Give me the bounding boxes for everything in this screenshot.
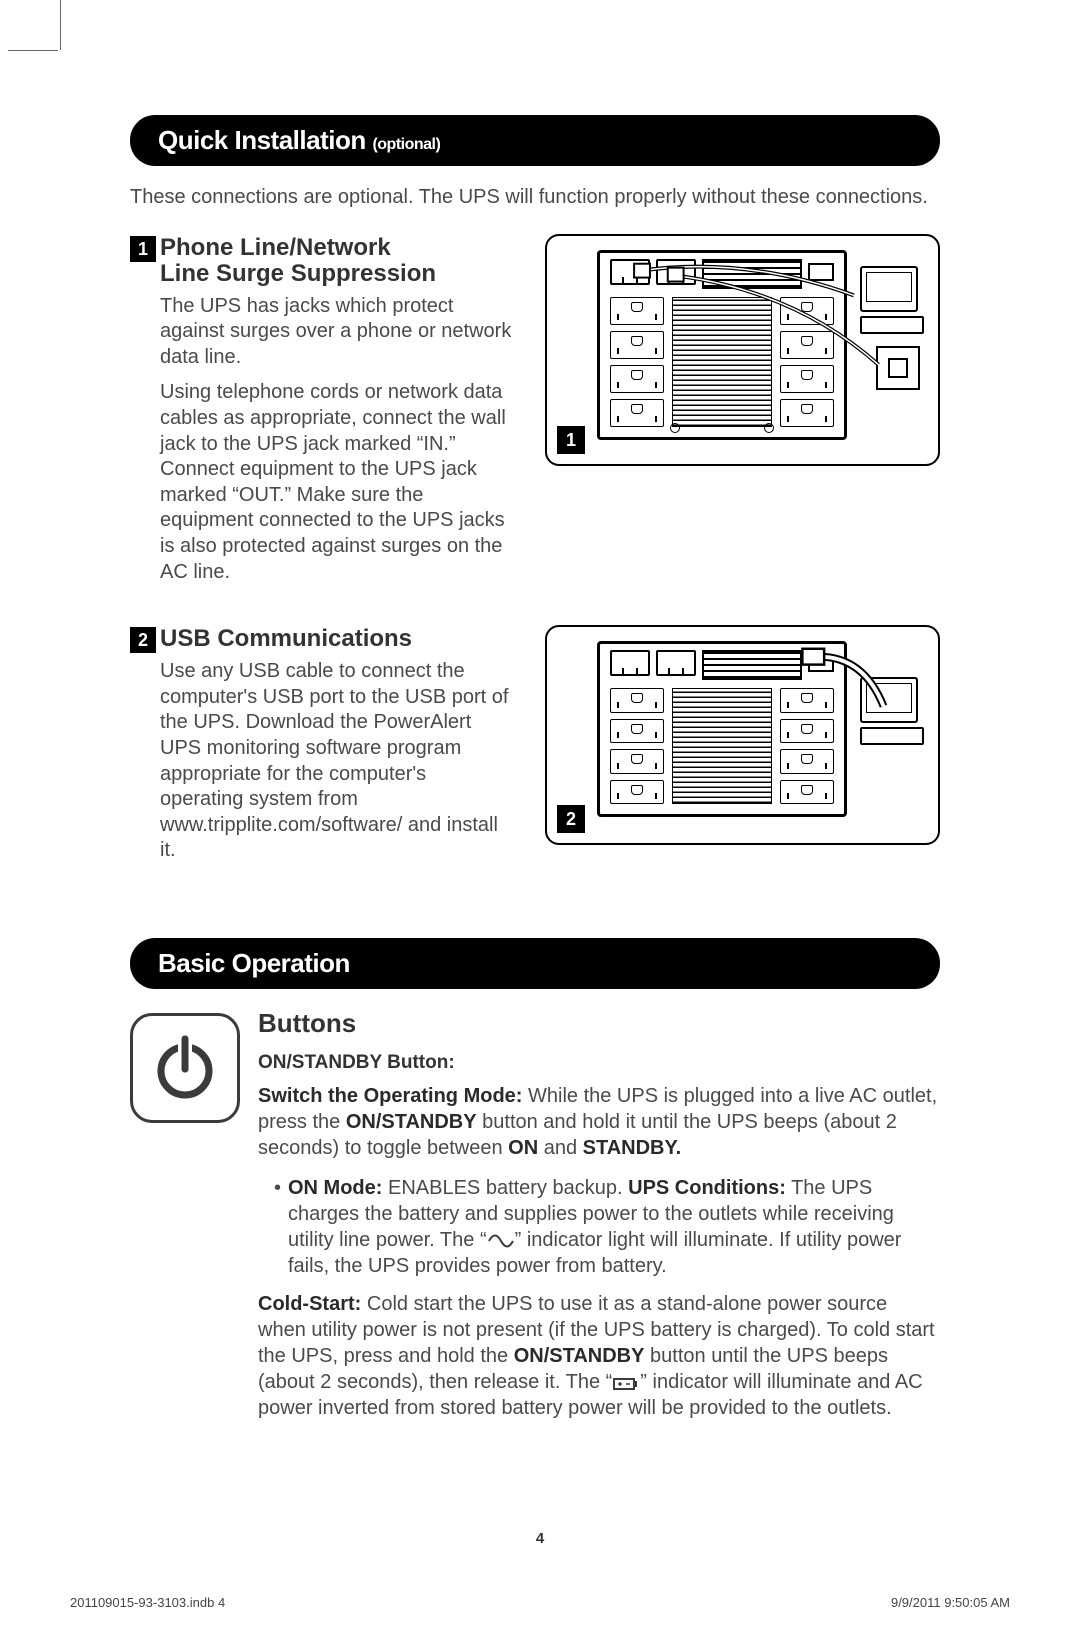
step-1-text: 1Phone Line/Network Line Surge Suppressi… bbox=[130, 234, 515, 595]
step-2-text: 2USB Communications Use any USB cable to… bbox=[130, 625, 515, 874]
step-1-para1: The UPS has jacks which protect against … bbox=[160, 294, 515, 371]
switch-mode-para: Switch the Operating Mode: While the UPS… bbox=[258, 1083, 940, 1161]
step-2-diagram: 2 bbox=[545, 625, 940, 845]
step-2-title: 2USB Communications bbox=[130, 625, 515, 653]
buttons-heading: Buttons bbox=[258, 1007, 940, 1041]
step-1-title: 1Phone Line/Network Line Surge Suppressi… bbox=[130, 234, 515, 288]
step-1-number: 1 bbox=[130, 236, 156, 262]
on-mode-item: ON Mode: ENABLES battery backup. UPS Con… bbox=[274, 1175, 940, 1279]
step-1-row: 1Phone Line/Network Line Surge Suppressi… bbox=[130, 234, 940, 595]
basic-operation-row: Buttons ON/STANDBY Button: Switch the Op… bbox=[130, 1007, 940, 1435]
section-title: Quick Installation bbox=[158, 125, 366, 155]
diagram-1-label: 1 bbox=[557, 426, 585, 454]
step-1-body: The UPS has jacks which protect against … bbox=[130, 294, 515, 586]
step-2-para: Use any USB cable to connect the compute… bbox=[160, 659, 515, 864]
step-1-diagram: 1 bbox=[545, 234, 940, 466]
step-2-row: 2USB Communications Use any USB cable to… bbox=[130, 625, 940, 874]
usb-cable-icon bbox=[547, 627, 938, 823]
cold-start-para: Cold-Start: Cold start the UPS to use it… bbox=[258, 1291, 940, 1421]
battery-icon bbox=[612, 1376, 640, 1392]
on-standby-subheading: ON/STANDBY Button: bbox=[258, 1051, 940, 1076]
section-header-quick-install: Quick Installation (optional) bbox=[130, 115, 940, 166]
step-2-title-text: USB Communications bbox=[160, 625, 412, 652]
footer-timestamp: 9/9/2011 9:50:05 AM bbox=[891, 1595, 1010, 1610]
step-1-title-line2: Line Surge Suppression bbox=[130, 260, 515, 288]
footer-filename: 201109015-93-3103.indb 4 bbox=[70, 1595, 225, 1610]
section-subtitle: (optional) bbox=[372, 136, 440, 153]
mode-list: ON Mode: ENABLES battery backup. UPS Con… bbox=[258, 1175, 940, 1279]
section-header-basic-operation: Basic Operation bbox=[130, 938, 940, 989]
intro-text: These connections are optional. The UPS … bbox=[130, 184, 940, 210]
page-number: 4 bbox=[536, 1530, 544, 1547]
operation-text: Buttons ON/STANDBY Button: Switch the Op… bbox=[258, 1007, 940, 1435]
step-2-number: 2 bbox=[130, 627, 156, 653]
cable-icon bbox=[547, 236, 938, 466]
page-content: Quick Installation (optional) These conn… bbox=[130, 115, 940, 1435]
step-2-body: Use any USB cable to connect the compute… bbox=[130, 659, 515, 864]
section-title: Basic Operation bbox=[158, 948, 350, 978]
crop-marks bbox=[0, 0, 1080, 80]
step-1-para2: Using telephone cords or network data ca… bbox=[160, 380, 515, 585]
power-button-icon bbox=[130, 1013, 240, 1123]
diagram-2-label: 2 bbox=[557, 805, 585, 833]
sine-wave-icon bbox=[487, 1232, 515, 1250]
step-1-title-line1: Phone Line/Network bbox=[160, 234, 391, 261]
